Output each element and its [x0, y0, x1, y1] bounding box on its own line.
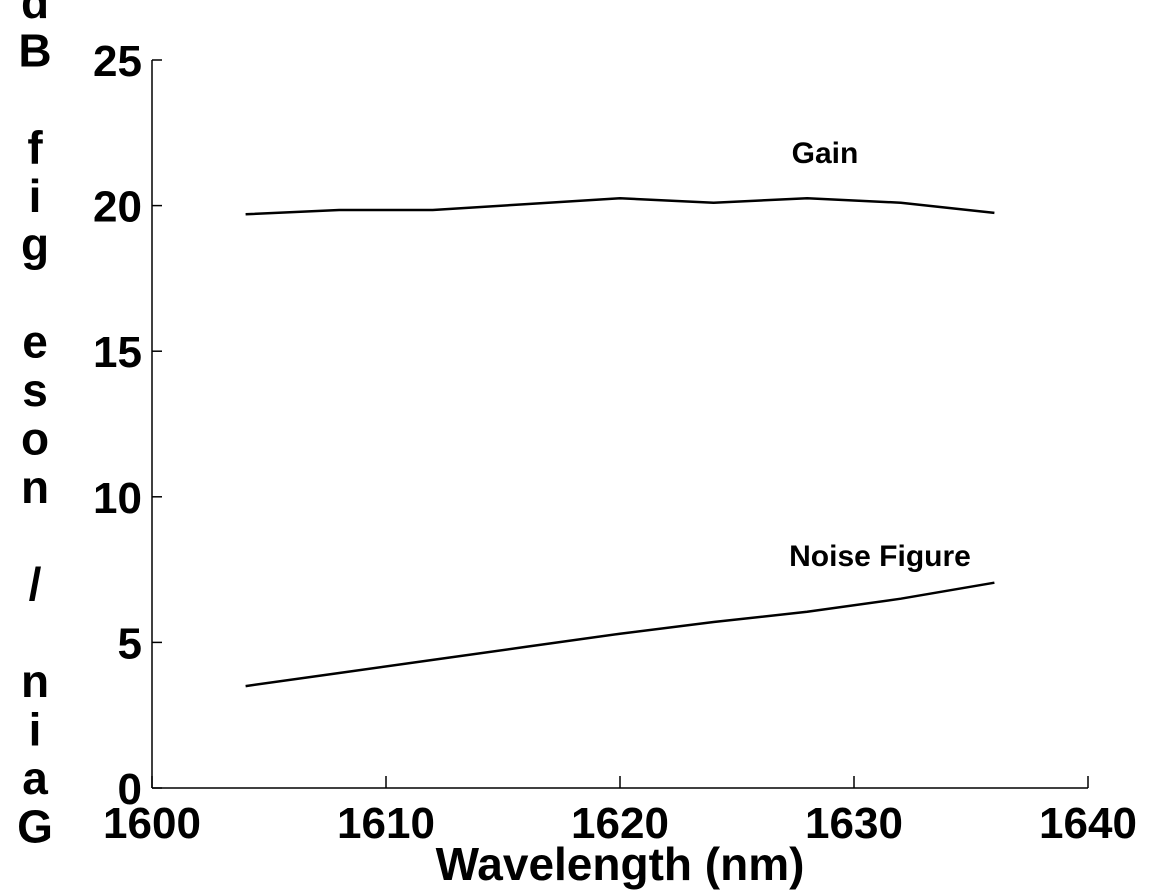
- y-tick-label: 5: [118, 619, 142, 668]
- y-tick-label: 25: [93, 37, 142, 86]
- series-lines: [245, 197, 995, 688]
- x-ticks: 1600 1610 1620 1630 1640: [103, 776, 1137, 848]
- y-label-char: n: [21, 461, 49, 513]
- series-line-gain: [245, 197, 995, 216]
- y-tick-label: 15: [93, 328, 142, 377]
- x-tick-label: 1610: [337, 799, 435, 848]
- y-label-char: /: [29, 558, 42, 610]
- y-label-char: s: [22, 364, 48, 416]
- y-label-char: i: [29, 170, 42, 222]
- y-label-char: e: [22, 316, 48, 368]
- y-tick-label: 0: [118, 765, 142, 814]
- y-tick-label: 10: [93, 474, 142, 523]
- x-tick-label: 1640: [1039, 799, 1137, 848]
- x-tick-label: 1620: [571, 799, 669, 848]
- y-label-char: i: [29, 704, 42, 756]
- series-annotations: Gain Noise Figure: [789, 137, 971, 573]
- y-label-char: B: [18, 25, 51, 77]
- y-label-char: a: [22, 752, 48, 804]
- y-label-char: o: [21, 413, 49, 465]
- x-tick-label: 1600: [103, 799, 201, 848]
- y-label-char: G: [17, 801, 53, 853]
- annotation-gain: Gain: [792, 137, 859, 170]
- y-label-char: g: [21, 219, 49, 271]
- y-label-char: n: [21, 655, 49, 707]
- x-tick-label: 1630: [805, 799, 903, 848]
- y-label-char: f: [27, 122, 43, 174]
- x-axis-label: Wavelength (nm): [436, 838, 805, 890]
- series-line-noise-figure: [245, 581, 995, 688]
- y-ticks: 0 5 10 15 20 25: [93, 37, 162, 814]
- annotation-noise-figure: Noise Figure: [789, 540, 971, 573]
- y-label-char: d: [21, 0, 49, 28]
- y-tick-label: 20: [93, 183, 142, 232]
